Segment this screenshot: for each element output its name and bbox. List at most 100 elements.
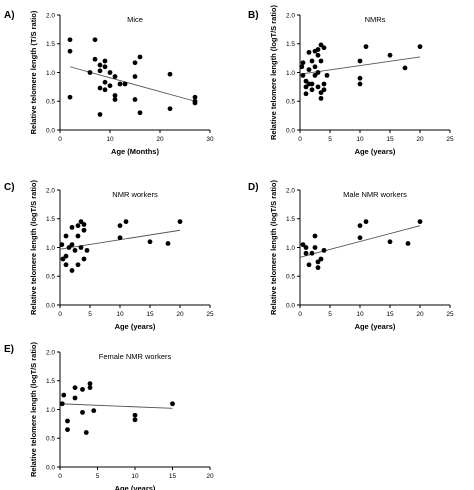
- data-point: [66, 245, 72, 250]
- y-axis-title: Relative telomere length (logT/S ratio): [29, 341, 38, 477]
- x-axis-title: Age (years): [115, 322, 156, 331]
- x-axis-title: Age (years): [355, 147, 396, 156]
- data-point: [312, 72, 318, 78]
- data-point: [97, 85, 103, 91]
- data-point: [357, 75, 363, 81]
- x-tick-label: 10: [106, 136, 114, 143]
- y-tick-label: 0.0: [46, 127, 55, 134]
- panel-letter: B): [248, 10, 259, 21]
- data-point: [306, 262, 312, 268]
- data-point: [112, 74, 118, 79]
- data-point: [312, 233, 318, 239]
- data-point: [117, 223, 123, 229]
- x-tick-label: 10: [356, 311, 364, 318]
- data-point: [167, 71, 173, 77]
- y-axis-title: Relative telomere length (logT/S ratio): [269, 4, 278, 140]
- x-tick-label: 0: [58, 136, 62, 143]
- data-point: [303, 78, 309, 84]
- x-tick-label: 5: [88, 311, 92, 318]
- data-point: [315, 70, 321, 75]
- y-tick-label: 1.5: [286, 216, 295, 223]
- chart-title: Mice: [127, 15, 143, 24]
- data-point: [315, 265, 321, 271]
- chart-panel-2: B) NMRs 0.0 0.5 1.0 1.5 2.0 0 5 10 15 20 25 Age (year…: [248, 4, 454, 156]
- x-tick-label: 5: [328, 311, 332, 318]
- data-point: [170, 401, 175, 407]
- data-point: [123, 219, 129, 225]
- x-tick-label: 15: [169, 473, 177, 480]
- data-point: [363, 44, 369, 50]
- data-point: [192, 94, 198, 100]
- data-point: [91, 408, 97, 414]
- data-point: [75, 223, 81, 229]
- data-point: [63, 262, 69, 268]
- data-point: [112, 93, 118, 98]
- x-tick-label: 0: [58, 311, 62, 318]
- chart-panel-4: D) Male NMR workers 0.0 0.5 1.0 1.5 2.0 0 5 10 15 2…: [248, 179, 454, 331]
- x-tick-label: 0: [298, 136, 302, 143]
- y-tick-label: 1.5: [46, 41, 55, 48]
- data-point: [132, 60, 138, 66]
- data-point: [165, 241, 171, 246]
- data-point: [87, 70, 93, 75]
- y-tick-label: 1.0: [286, 245, 295, 252]
- data-point: [303, 245, 309, 250]
- data-point: [306, 67, 312, 73]
- data-point: [87, 381, 93, 387]
- y-axis-title: Relative telomere length (logT/S ratio): [269, 179, 278, 315]
- y-tick-label: 0.5: [286, 99, 295, 106]
- x-tick-label: 5: [96, 473, 100, 480]
- x-tick-label: 20: [416, 136, 424, 143]
- x-tick-label: 15: [386, 311, 394, 318]
- panel-letter: C): [4, 182, 15, 193]
- y-tick-label: 1.0: [46, 70, 55, 77]
- x-tick-label: 20: [156, 136, 164, 143]
- x-tick-label: 25: [206, 311, 214, 318]
- data-point: [60, 256, 66, 262]
- x-tick-label: 15: [146, 311, 154, 318]
- data-point: [300, 242, 306, 248]
- data-point: [303, 84, 309, 90]
- y-tick-label: 0.0: [46, 464, 55, 471]
- data-point: [102, 64, 108, 70]
- data-point: [80, 409, 85, 415]
- data-point: [132, 97, 138, 102]
- data-point: [177, 219, 183, 225]
- data-point: [318, 95, 324, 101]
- data-point: [61, 392, 67, 398]
- chart-panel-3: C) NMR workers 0.0 0.5 1.0 1.5 2.0 0 5 10 15 20 25 Ag…: [4, 179, 214, 331]
- data-point: [147, 239, 153, 245]
- data-point: [67, 94, 73, 100]
- data-point: [321, 81, 327, 87]
- data-point: [312, 64, 318, 70]
- data-point: [59, 242, 65, 248]
- data-point: [122, 81, 128, 87]
- data-point: [67, 48, 73, 54]
- data-point: [321, 45, 327, 51]
- data-point: [84, 247, 90, 253]
- data-point: [315, 47, 321, 52]
- data-point: [167, 106, 173, 112]
- data-point: [107, 83, 113, 89]
- x-tick-label: 0: [298, 311, 302, 318]
- y-tick-label: 0.5: [46, 436, 55, 443]
- data-point: [87, 385, 93, 391]
- chart-panel-1: A) Mice 0.0 0.5 1.0 1.5 2.0 0 10 20 30 Age (Months)…: [4, 10, 214, 156]
- panel-letter: D): [248, 182, 259, 193]
- data-point: [312, 245, 318, 250]
- panel-letter: A): [4, 10, 15, 21]
- chart-title: Female NMR workers: [99, 352, 172, 361]
- data-point: [63, 253, 69, 259]
- x-tick-label: 10: [116, 311, 124, 318]
- y-tick-label: 0.5: [46, 99, 55, 106]
- chart-title: NMRs: [365, 15, 386, 24]
- data-point: [132, 412, 138, 418]
- data-point: [102, 58, 108, 64]
- data-point: [318, 58, 324, 64]
- x-tick-label: 25: [446, 136, 454, 143]
- x-axis-title: Age (years): [355, 322, 396, 331]
- y-tick-label: 1.0: [46, 245, 55, 252]
- y-tick-label: 2.0: [46, 12, 55, 19]
- x-axis-title: Age (Months): [111, 147, 159, 156]
- data-point: [72, 247, 78, 253]
